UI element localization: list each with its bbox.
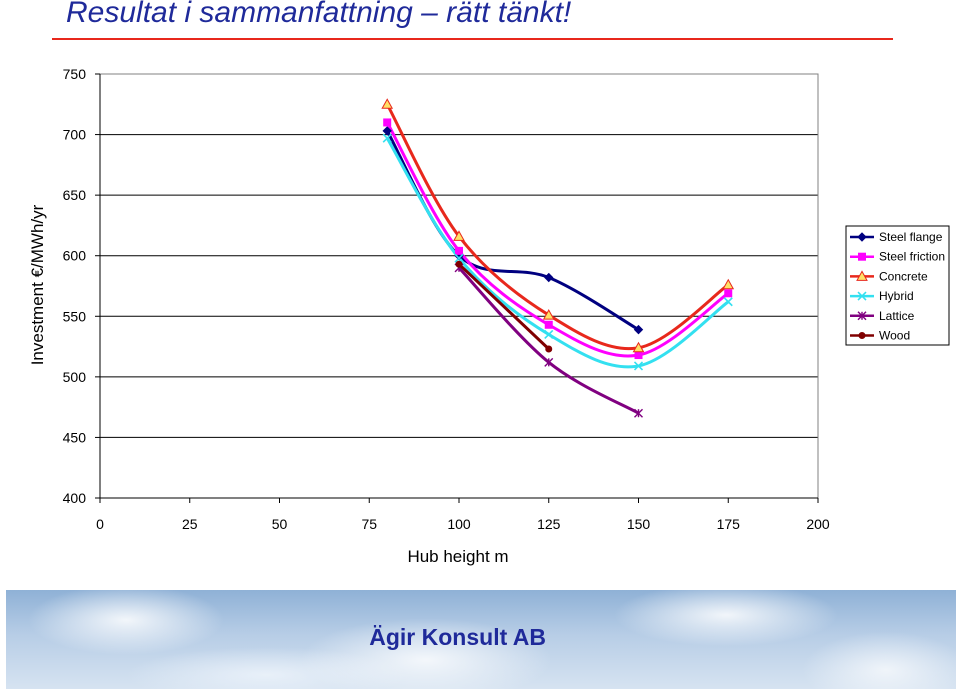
y-tick-label: 750 — [63, 66, 87, 82]
series-markers — [381, 98, 735, 418]
x-tick-label: 200 — [806, 516, 830, 532]
legend-label-lattice: Lattice — [879, 309, 915, 323]
x-axis-label: Hub height m — [407, 547, 508, 566]
footer-banner: Ägir Konsult AB — [6, 590, 956, 689]
data-point-steel-friction — [724, 289, 733, 298]
legend-marker-hybrid — [857, 291, 867, 301]
x-tick-label: 100 — [447, 516, 471, 532]
legend-marker-concrete — [856, 270, 868, 281]
data-point-steel-flange — [382, 126, 392, 136]
legend-label-wood: Wood — [879, 329, 910, 343]
x-tick-label: 50 — [272, 516, 288, 532]
series-line-wood — [457, 263, 550, 351]
data-point-concrete — [632, 341, 645, 353]
data-point-wood — [545, 345, 553, 353]
x-tick-label: 75 — [361, 516, 377, 532]
x-tick-label: 0 — [96, 516, 104, 532]
legend-marker-steel-friction — [858, 252, 866, 261]
legend-label-concrete: Concrete — [879, 269, 928, 283]
data-point-concrete — [542, 309, 555, 320]
company-name: Ägir Konsult AB — [369, 624, 546, 650]
legend: Steel flange Steel friction Concrete Hybrid… — [845, 225, 950, 346]
line-chart: 400 450 500 550 600 650 700 750 0 25 50 75 100 125 150… — [28, 66, 950, 566]
legend-label-hybrid: Hybrid — [879, 289, 914, 303]
data-point-steel-friction — [383, 118, 392, 127]
data-point-steel-friction — [455, 246, 463, 255]
data-point-wood — [455, 260, 463, 268]
data-point-lattice — [544, 357, 554, 367]
data-point-steel-friction — [544, 320, 553, 329]
data-point-hybrid — [382, 133, 392, 143]
axes — [95, 73, 819, 503]
series-lines — [385, 103, 730, 415]
slide-title: Resultat i sammanfattning – rätt tänkt! — [66, 0, 572, 29]
data-point-steel-flange — [544, 272, 554, 283]
series-line-hybrid — [385, 137, 730, 369]
y-tick-label: 600 — [63, 248, 87, 264]
x-tick-label: 150 — [627, 516, 651, 532]
data-point-hybrid — [633, 361, 644, 371]
series-line-steel-friction — [385, 121, 730, 358]
data-point-concrete — [722, 278, 735, 290]
x-tick-label: 125 — [537, 516, 561, 532]
data-point-hybrid — [544, 329, 554, 340]
data-point-hybrid — [723, 297, 733, 307]
x-tick-label: 25 — [182, 516, 198, 532]
tick-labels: 400 450 500 550 600 650 700 750 0 25 50 75 100 125 150… — [63, 66, 830, 532]
y-tick-label: 550 — [63, 308, 87, 324]
legend-label-steel-friction: Steel friction — [879, 250, 945, 264]
y-tick-label: 500 — [63, 369, 87, 385]
legend-label-steel-flange: Steel flange — [879, 230, 943, 244]
y-tick-label: 650 — [63, 187, 87, 203]
data-point-lattice — [634, 408, 643, 418]
legend-marker-wood — [858, 332, 866, 339]
data-point-hybrid — [454, 253, 464, 263]
title-rule — [52, 38, 893, 40]
legend-box — [845, 225, 950, 346]
data-point-concrete — [453, 230, 465, 241]
y-tick-label: 450 — [63, 429, 87, 445]
plot-frame — [99, 73, 819, 499]
legend-marker-lattice — [857, 311, 867, 321]
data-point-steel-flange — [633, 324, 644, 335]
legend-marker-steel-flange — [857, 232, 867, 242]
x-tick-label: 175 — [717, 516, 741, 532]
data-point-steel-friction — [634, 351, 643, 360]
data-point-concrete — [381, 98, 394, 109]
y-tick-label: 700 — [63, 127, 87, 143]
y-axis-label: Investment €/MWh/yr — [28, 204, 47, 365]
y-tick-label: 400 — [63, 490, 87, 506]
